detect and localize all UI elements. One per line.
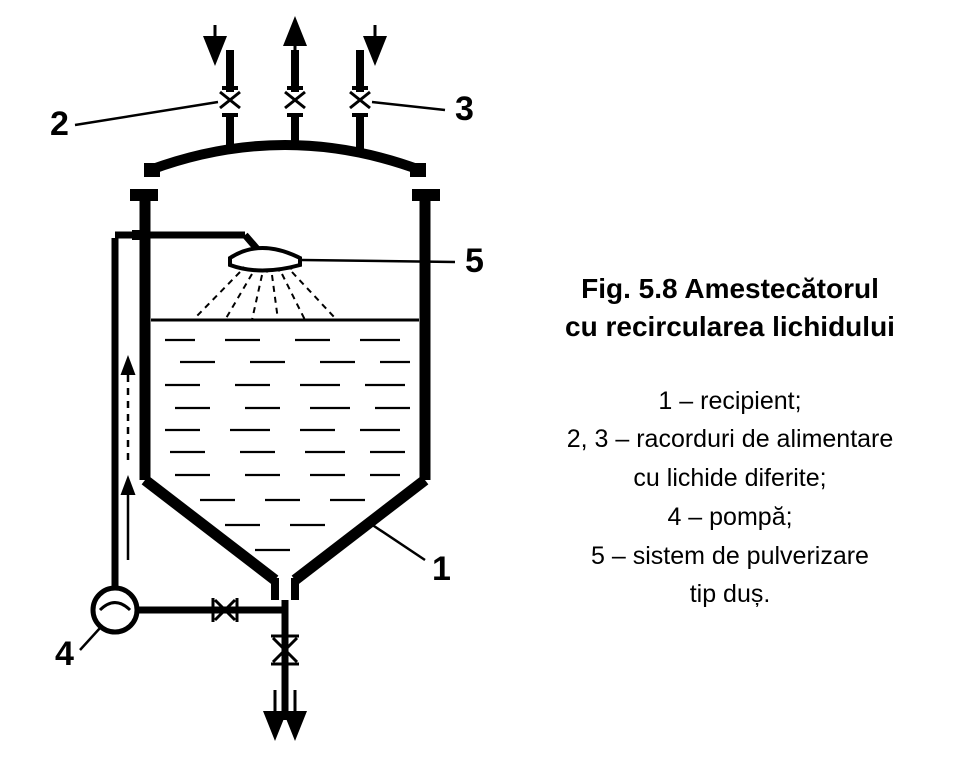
figure-legend: 1 – recipient; 2, 3 – racorduri de alime…: [500, 382, 960, 615]
callout-1: 1: [432, 550, 451, 588]
lid-group: [144, 22, 426, 170]
legend-line-5: tip duș.: [690, 580, 771, 608]
page-root: 2 3 5 1 4 Fig. 5.8 Amestecătorul cu reci…: [0, 0, 963, 767]
legend-line-0: 1 – recipient;: [658, 387, 801, 415]
callout-4: 4: [55, 635, 74, 673]
lid-port-right: [350, 25, 375, 150]
lid-port-center: [285, 22, 305, 143]
caption-area: Fig. 5.8 Amestecătorul cu recircularea l…: [500, 270, 960, 614]
legend-line-4: 5 – sistem de pulverizare: [591, 542, 869, 570]
mixer-diagram-svg: 2 3 5 1 4: [0, 0, 560, 760]
legend-line-3: 4 – pompă;: [667, 503, 792, 531]
callout-5: 5: [465, 242, 484, 280]
callout-2: 2: [50, 105, 69, 143]
callout-3: 3: [455, 90, 474, 128]
legend-line-1: 2, 3 – racorduri de alimentare: [567, 425, 894, 453]
diagram-area: 2 3 5 1 4: [0, 0, 560, 767]
shower-group: [150, 235, 335, 320]
figure-title: Fig. 5.8 Amestecătorul cu recircularea l…: [500, 270, 960, 346]
bottom-outlet-group: [271, 615, 299, 735]
lid-port-left: [215, 25, 241, 150]
figure-title-line1: Fig. 5.8 Amestecătorul: [581, 273, 879, 304]
figure-title-line2: cu recircularea lichidului: [565, 311, 895, 342]
legend-line-2: cu lichide diferite;: [633, 464, 826, 492]
